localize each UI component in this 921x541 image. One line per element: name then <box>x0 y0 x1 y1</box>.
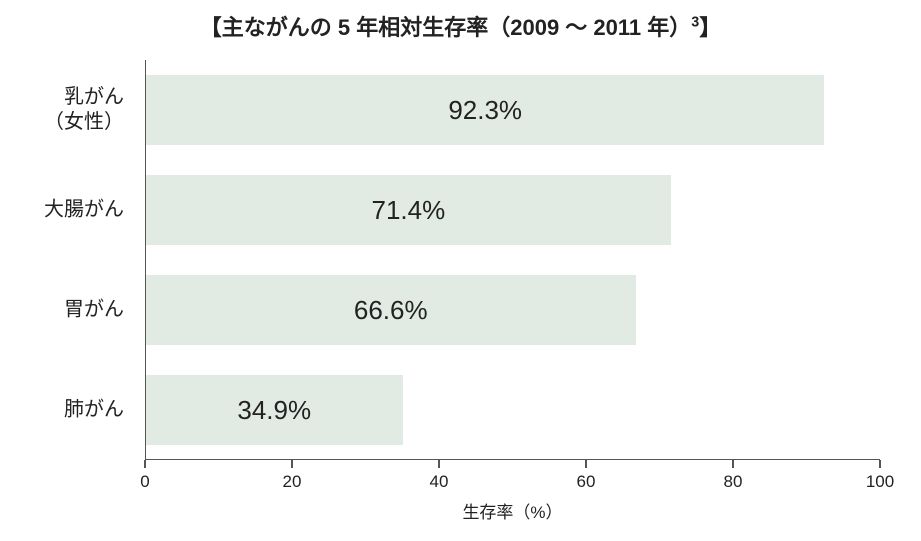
bar-row: 66.6% <box>146 275 636 345</box>
bar-value-label: 71.4% <box>372 195 446 226</box>
category-label-line: 胃がん <box>0 298 124 323</box>
bar: 92.3% <box>146 75 824 145</box>
chart-title: 【主ながんの 5 年相対生存率（2009 ～ 2011 年）3】 <box>0 0 921 52</box>
category-label: 乳がん（女性） <box>0 85 124 135</box>
chart-title-sup: 3 <box>691 15 699 31</box>
bar-row: 34.9% <box>146 375 403 445</box>
x-tick <box>879 460 881 468</box>
bar: 66.6% <box>146 275 636 345</box>
category-label-line: （女性） <box>0 110 124 135</box>
bar-value-label: 34.9% <box>237 395 311 426</box>
bar-value-label: 66.6% <box>354 295 428 326</box>
x-tick <box>438 460 440 468</box>
x-tick-label: 60 <box>577 472 596 492</box>
category-label: 肺がん <box>0 398 124 423</box>
x-tick-label: 80 <box>724 472 743 492</box>
chart-title-prefix: 【主ながんの 5 年相対生存率（2009 ～ 2011 年） <box>200 15 691 40</box>
x-tick <box>144 460 146 468</box>
chart-title-suffix: 】 <box>699 15 721 40</box>
category-label-line: 乳がん <box>0 85 124 110</box>
x-tick-label: 0 <box>140 472 149 492</box>
bar-value-label: 92.3% <box>448 95 522 126</box>
x-tick <box>732 460 734 468</box>
bar: 71.4% <box>146 175 671 245</box>
category-label: 胃がん <box>0 298 124 323</box>
x-tick-label: 100 <box>866 472 894 492</box>
category-label-line: 肺がん <box>0 398 124 423</box>
x-tick <box>585 460 587 468</box>
x-axis-title: 生存率（%） <box>145 498 880 523</box>
bar-row: 92.3% <box>146 75 824 145</box>
bar: 34.9% <box>146 375 403 445</box>
x-tick <box>291 460 293 468</box>
category-label-line: 大腸がん <box>0 198 124 223</box>
x-tick-label: 40 <box>430 472 449 492</box>
category-label: 大腸がん <box>0 198 124 223</box>
chart-plot-area: 92.3% 71.4% 66.6% 34.9% <box>145 60 880 460</box>
x-tick-label: 20 <box>283 472 302 492</box>
bar-row: 71.4% <box>146 175 671 245</box>
